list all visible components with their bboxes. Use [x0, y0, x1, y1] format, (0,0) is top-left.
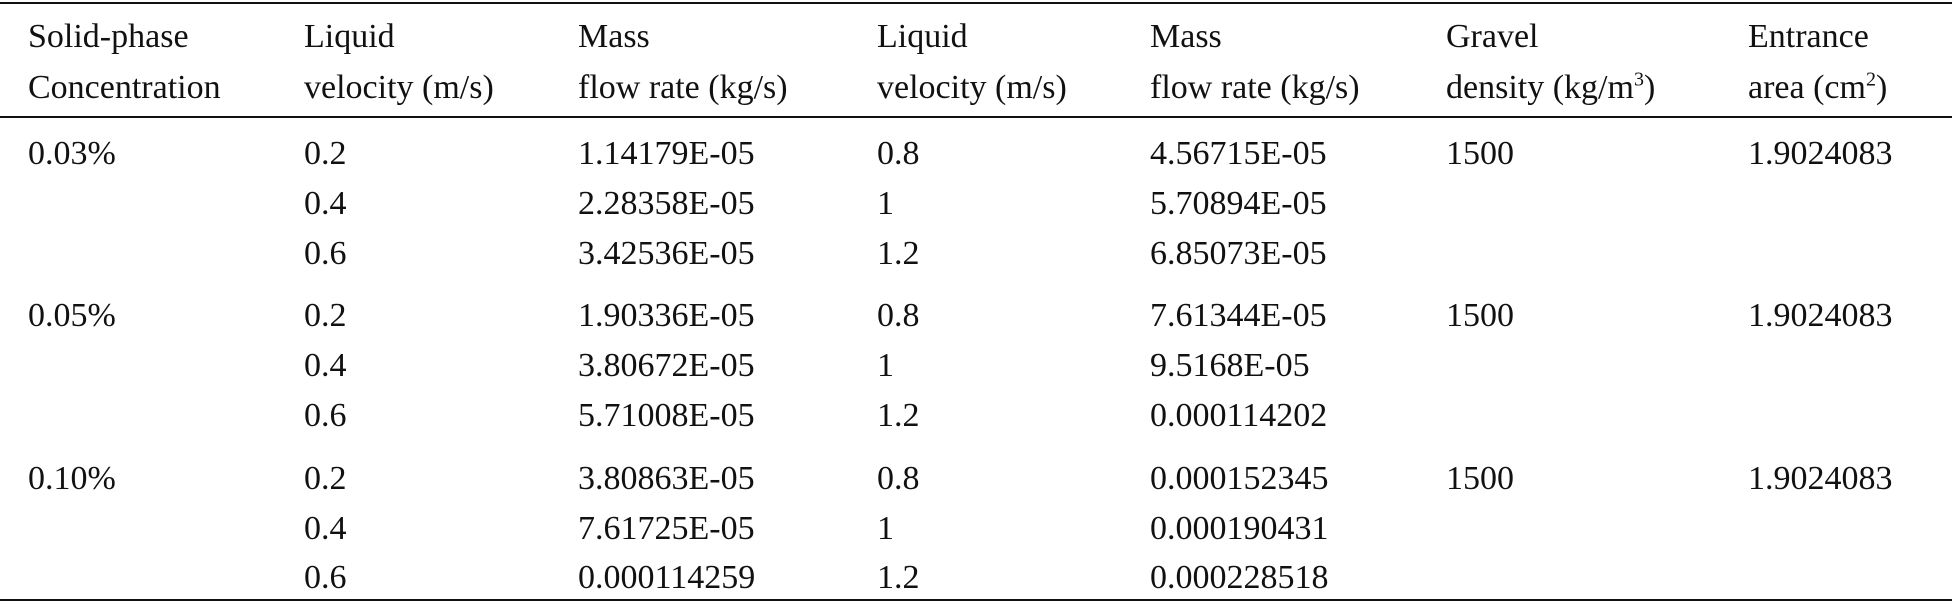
header-concentration-line1: Solid-phase — [28, 18, 189, 55]
header-liquid-velocity-2-line1: Liquid — [877, 18, 968, 55]
header-gravel-density-line2: density (kg/m3) — [1446, 68, 1656, 106]
liquid-velocity-2-cell: 1 — [877, 347, 894, 384]
mass-flow-2-cell: 7.61344E-05 — [1150, 297, 1327, 334]
mass-flow-2-cell: 0.000190431 — [1150, 510, 1329, 547]
mass-flow-1-cell: 0.000114259 — [578, 559, 756, 596]
header-liquid-velocity-1-line1: Liquid — [304, 18, 395, 55]
liquid-velocity-2-cell: 1 — [877, 510, 894, 547]
gravel-density-cell: 1500 — [1446, 135, 1514, 172]
mass-flow-2-cell: 9.5168E-05 — [1150, 347, 1310, 384]
mass-flow-1-cell: 1.90336E-05 — [578, 297, 755, 334]
gravel-density-cell: 1500 — [1446, 297, 1514, 334]
liquid-velocity-1-cell: 0.2 — [304, 135, 347, 172]
liquid-velocity-2-cell: 1.2 — [877, 559, 920, 596]
liquid-velocity-1-cell: 0.6 — [304, 235, 347, 272]
header-entrance-area-line1: Entrance — [1748, 18, 1869, 55]
mass-flow-1-cell: 7.61725E-05 — [578, 510, 755, 547]
top-rule — [0, 2, 1952, 4]
liquid-velocity-2-cell: 1.2 — [877, 235, 920, 272]
header-entrance-area-line2: area (cm2) — [1748, 68, 1888, 106]
liquid-velocity-2-cell: 0.8 — [877, 135, 920, 172]
header-gravel-density-line1: Gravel — [1446, 18, 1539, 55]
mass-flow-1-cell: 3.80863E-05 — [578, 460, 755, 497]
header-rule — [0, 116, 1952, 118]
concentration-cell: 0.03% — [28, 135, 116, 172]
liquid-velocity-1-cell: 0.2 — [304, 297, 347, 334]
entrance-area-cell: 1.9024083 — [1748, 135, 1893, 172]
mass-flow-2-cell: 5.70894E-05 — [1150, 185, 1327, 222]
entrance-area-cell: 1.9024083 — [1748, 297, 1893, 334]
header-mass-flow-1-line1: Mass — [578, 18, 650, 55]
mass-flow-2-cell: 0.000114202 — [1150, 397, 1328, 434]
header-liquid-velocity-2-line2: velocity (m/s) — [877, 69, 1067, 106]
mass-flow-2-cell: 0.000152345 — [1150, 460, 1329, 497]
concentration-cell: 0.05% — [28, 297, 116, 334]
liquid-velocity-1-cell: 0.4 — [304, 347, 347, 384]
mass-flow-2-cell: 4.56715E-05 — [1150, 135, 1327, 172]
liquid-velocity-1-cell: 0.4 — [304, 510, 347, 547]
gravel-density-cell: 1500 — [1446, 460, 1514, 497]
header-mass-flow-2-line2: flow rate (kg/s) — [1150, 69, 1360, 106]
mass-flow-1-cell: 5.71008E-05 — [578, 397, 755, 434]
liquid-velocity-1-cell: 0.6 — [304, 559, 347, 596]
liquid-velocity-1-cell: 0.4 — [304, 185, 347, 222]
bottom-rule — [0, 599, 1952, 601]
mass-flow-1-cell: 3.42536E-05 — [578, 235, 755, 272]
mass-flow-1-cell: 1.14179E-05 — [578, 135, 755, 172]
liquid-velocity-2-cell: 0.8 — [877, 297, 920, 334]
liquid-velocity-2-cell: 0.8 — [877, 460, 920, 497]
concentration-cell: 0.10% — [28, 460, 116, 497]
mass-flow-2-cell: 0.000228518 — [1150, 559, 1329, 596]
mass-flow-1-cell: 2.28358E-05 — [578, 185, 755, 222]
header-concentration-line2: Concentration — [28, 69, 221, 106]
entrance-area-cell: 1.9024083 — [1748, 460, 1893, 497]
header-mass-flow-1-line2: flow rate (kg/s) — [578, 69, 788, 106]
liquid-velocity-1-cell: 0.6 — [304, 397, 347, 434]
liquid-velocity-1-cell: 0.2 — [304, 460, 347, 497]
mass-flow-2-cell: 6.85073E-05 — [1150, 235, 1327, 272]
liquid-velocity-2-cell: 1.2 — [877, 397, 920, 434]
header-liquid-velocity-1-line2: velocity (m/s) — [304, 69, 494, 106]
header-mass-flow-2-line1: Mass — [1150, 18, 1222, 55]
liquid-velocity-2-cell: 1 — [877, 185, 894, 222]
mass-flow-1-cell: 3.80672E-05 — [578, 347, 755, 384]
